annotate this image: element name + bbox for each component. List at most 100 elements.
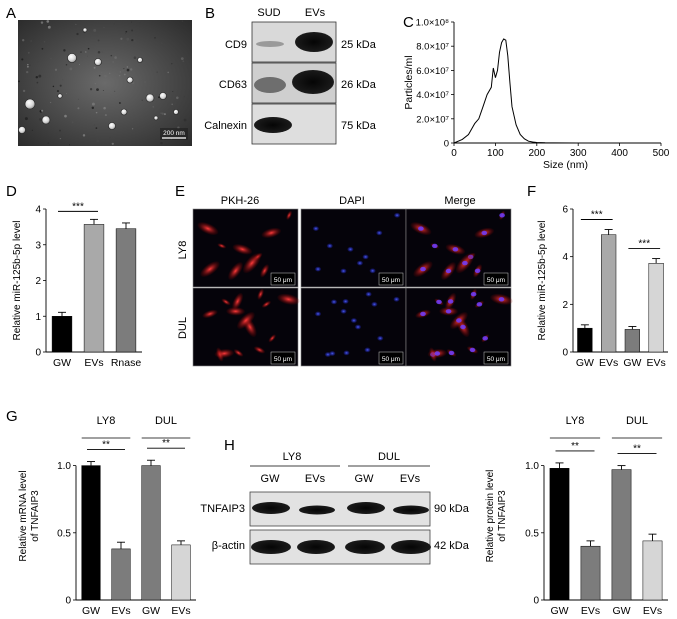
x-tick-label: EVs bbox=[646, 357, 665, 369]
bar bbox=[624, 329, 640, 353]
vesicle bbox=[41, 115, 51, 125]
fluo-scale-box bbox=[378, 272, 404, 286]
grid-row-dul: DUL bbox=[177, 317, 189, 339]
merge-nucleus bbox=[445, 309, 452, 314]
bar bbox=[111, 548, 131, 601]
tem-speckle bbox=[95, 111, 98, 114]
blot-h-lane-1: GW bbox=[261, 473, 281, 485]
x-tick-label: EVs bbox=[643, 605, 662, 617]
tem-speckle bbox=[123, 68, 125, 70]
tem-speckle bbox=[47, 142, 50, 145]
tem-speckle bbox=[63, 49, 66, 52]
tem-speckle bbox=[36, 81, 39, 84]
tem-speckle bbox=[152, 106, 154, 108]
tem-speckle bbox=[93, 28, 97, 32]
tem-image: 200 nm bbox=[18, 20, 192, 146]
merge-nucleus bbox=[481, 230, 488, 236]
blot-label-cd63: CD63 bbox=[219, 79, 247, 91]
tem-speckle bbox=[126, 66, 129, 68]
pkh26-cell bbox=[228, 262, 243, 280]
panel-letter-h: H bbox=[224, 437, 235, 454]
tem-speckle bbox=[22, 89, 26, 93]
blot-h-size-tnfaip3: 90 kDa bbox=[434, 503, 470, 515]
fluo-scale-label: 50 μm bbox=[487, 356, 505, 363]
tem-speckle bbox=[183, 95, 186, 98]
tem-speckle bbox=[131, 128, 134, 130]
tem-speckle bbox=[74, 83, 76, 85]
pkh26-cell bbox=[200, 261, 220, 277]
tem-speckle bbox=[171, 63, 173, 65]
tem-speckle bbox=[94, 83, 96, 85]
tem-speckle bbox=[131, 38, 134, 42]
chart-h-protein-bar: 0 0.5 1.0 Relative protein level of TNFAIP3 G… bbox=[485, 415, 668, 617]
tem-speckle bbox=[69, 67, 73, 71]
vesicle bbox=[94, 58, 102, 66]
vesicle bbox=[18, 126, 26, 134]
tem-speckle bbox=[111, 142, 114, 145]
y-tick-label: 0 bbox=[65, 596, 71, 607]
merge-nucleus bbox=[456, 318, 462, 323]
x-tick-label: 300 bbox=[570, 148, 587, 159]
x-tick-label: GW bbox=[142, 605, 160, 617]
dapi-nucleus bbox=[326, 243, 333, 249]
tem-speckle bbox=[113, 23, 116, 25]
pkh26-cell bbox=[261, 227, 282, 238]
tem-speckle bbox=[30, 40, 32, 42]
fluo-scale-box bbox=[270, 272, 296, 286]
tem-speckle bbox=[171, 103, 173, 106]
tem-speckle bbox=[65, 63, 68, 66]
vesicle bbox=[173, 109, 179, 115]
pkh26-cell bbox=[257, 288, 264, 300]
merge-nucleus bbox=[470, 292, 477, 297]
vesicle bbox=[126, 76, 134, 84]
tem-speckle bbox=[27, 51, 30, 54]
tem-speckle bbox=[119, 75, 121, 77]
dapi-nucleus bbox=[371, 301, 378, 307]
blot-size-cd9: 25 kDa bbox=[341, 39, 377, 51]
tem-speckle bbox=[93, 66, 96, 69]
western-blot-b: SUD EVs CD9 25 kDa CD63 26 kDa Calnexin … bbox=[204, 7, 377, 145]
blot-h-lane-4: EVs bbox=[400, 473, 421, 485]
tem-speckle bbox=[125, 32, 127, 34]
y-tick-label: 0 bbox=[35, 348, 41, 359]
tem-speckle bbox=[59, 84, 62, 87]
tem-speckle bbox=[27, 63, 29, 66]
fluorescence-grid: PKH-26 DAPI Merge LY8 DUL 50 μm 50 μm 50 μ… bbox=[177, 195, 513, 367]
merge-nucleus bbox=[445, 268, 452, 274]
fluo-scale-label: 50 μm bbox=[274, 356, 292, 363]
merge-nucleus bbox=[420, 311, 426, 317]
tem-speckle bbox=[176, 96, 179, 100]
group-label: DUL bbox=[155, 415, 177, 427]
tem-speckle bbox=[183, 118, 187, 122]
pkh26-cell bbox=[237, 312, 255, 329]
tem-speckle bbox=[80, 51, 82, 53]
bar bbox=[549, 468, 570, 601]
tem-speckle bbox=[183, 84, 185, 86]
x-tick-label: Rnase bbox=[111, 357, 142, 369]
tem-speckle bbox=[47, 25, 49, 27]
vesicle bbox=[24, 98, 36, 110]
y-axis-label: Relative miR-125b-5p level bbox=[537, 220, 548, 340]
y-tick-label: 4 bbox=[562, 252, 568, 263]
significance-label: ** bbox=[571, 441, 579, 452]
x-tick-label: GW bbox=[82, 605, 100, 617]
tem-speckle bbox=[143, 60, 145, 62]
tem-speckle bbox=[98, 74, 101, 77]
dapi-nucleus bbox=[393, 296, 400, 302]
y-tick-label: 1.0 bbox=[525, 461, 539, 472]
x-tick-label: GW bbox=[53, 357, 71, 369]
tem-speckle bbox=[154, 37, 156, 39]
tem-speckle bbox=[87, 47, 90, 50]
significance-label: ** bbox=[633, 444, 641, 455]
tem-speckle bbox=[123, 73, 126, 76]
vesicle bbox=[82, 27, 88, 33]
bar bbox=[642, 540, 663, 601]
pkh26-cell bbox=[221, 298, 231, 306]
dapi-nucleus bbox=[350, 318, 357, 323]
tem-speckle bbox=[101, 51, 104, 53]
grid-col-pkh26: PKH-26 bbox=[221, 195, 260, 207]
fluo-scale-box bbox=[483, 272, 509, 286]
tem-speckle bbox=[112, 61, 114, 63]
dapi-nucleus bbox=[355, 324, 361, 330]
